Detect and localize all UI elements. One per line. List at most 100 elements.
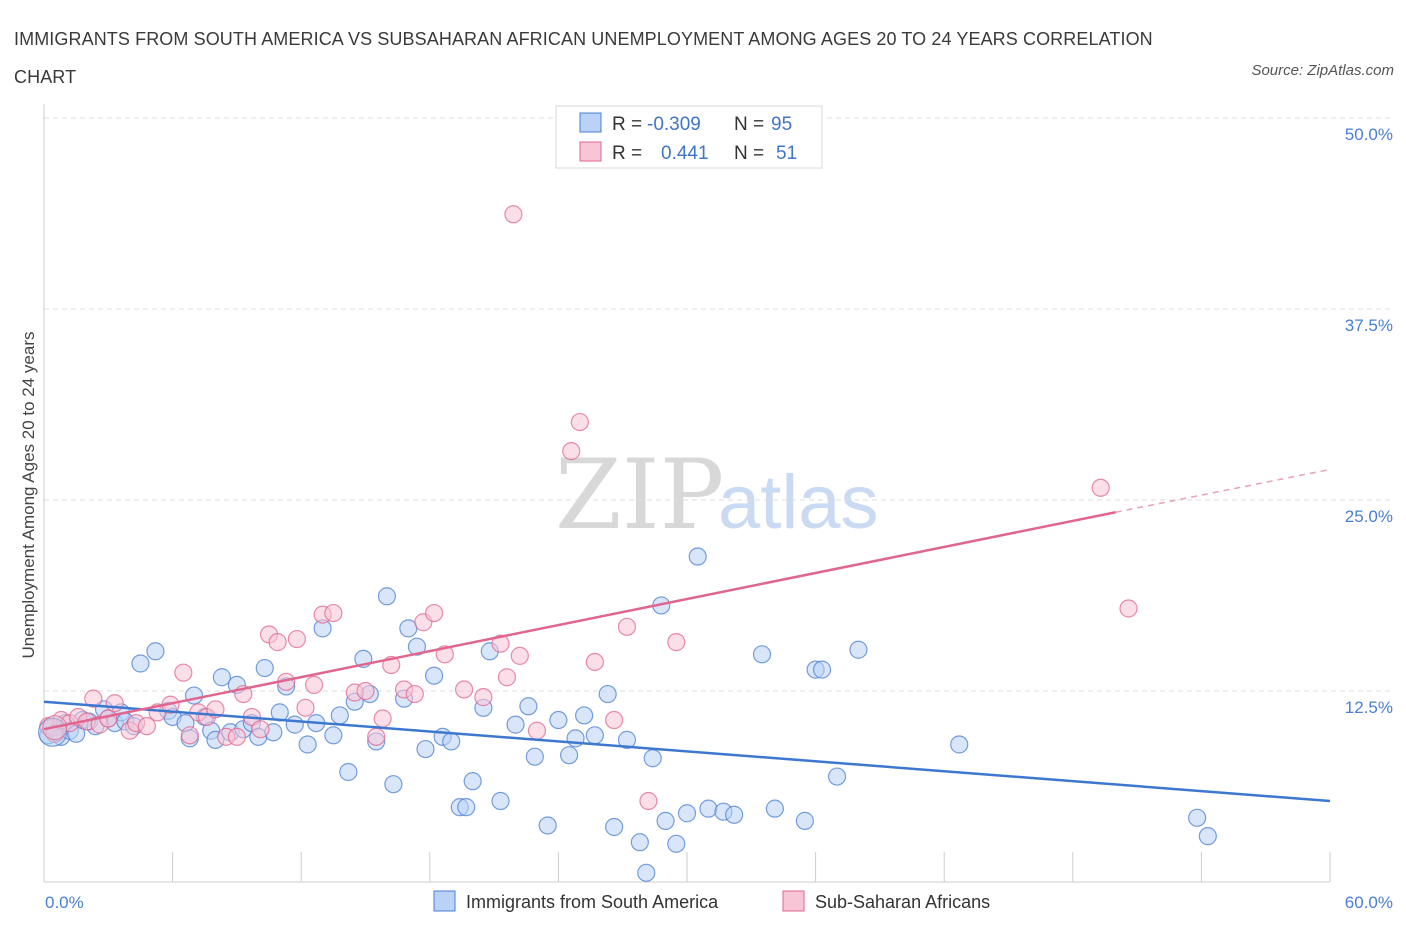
pink-point <box>562 442 581 461</box>
blue-point <box>765 799 784 818</box>
legend-blue-n-value: 95 <box>771 114 792 135</box>
blue-point <box>656 811 675 830</box>
pink-point <box>287 629 307 649</box>
pink-point <box>474 688 493 707</box>
legend-pink-n-value: 51 <box>776 143 797 164</box>
pink-point <box>424 603 444 623</box>
blue-point <box>598 684 617 704</box>
bottom-legend: Immigrants from South America Sub-Sahara… <box>433 890 990 912</box>
axis-layer: 12.5% 25.0% 37.5% 50.0% 0.0% 60.0% <box>43 104 1393 912</box>
pink-point <box>405 684 424 704</box>
y-tick-label: 12.5% <box>1345 698 1393 717</box>
pink-point <box>639 791 658 811</box>
pink-point <box>356 681 375 701</box>
blue-point <box>617 730 637 749</box>
blue-point <box>184 686 204 705</box>
blue-point <box>795 811 814 830</box>
blue-point <box>491 791 510 811</box>
pink-point <box>605 710 624 730</box>
pink-point <box>373 709 392 728</box>
blue-point <box>1198 827 1217 846</box>
blue-point <box>605 817 624 837</box>
pink-point <box>367 727 386 746</box>
blue-point <box>849 640 868 659</box>
legend-blue-r-value: -0.309 <box>647 114 701 135</box>
legend-swatch-pink <box>579 141 602 162</box>
blue-point <box>1188 808 1207 827</box>
chart-title: IMMIGRANTS FROM SOUTH AMERICA VS SUBSAHA… <box>14 29 1153 87</box>
x-tick-label: 0.0% <box>45 893 84 912</box>
blue-point <box>637 863 656 882</box>
watermark-zip: ZIP <box>555 439 724 551</box>
pink-point <box>304 675 324 694</box>
blue-point <box>416 739 435 759</box>
pink-point <box>324 603 343 623</box>
blue-point <box>677 804 697 823</box>
grid-layer <box>44 117 1394 692</box>
pink-point <box>1091 478 1110 497</box>
blue-point <box>688 547 707 566</box>
y-tick-label: 50.0% <box>1345 125 1393 144</box>
blue-point <box>339 762 358 782</box>
pink-trend-line <box>43 510 1116 731</box>
pink-point <box>617 617 637 636</box>
pink-point <box>570 412 589 432</box>
pink-point <box>491 634 510 653</box>
bottom-legend-swatch-pink <box>782 890 805 912</box>
blue-point <box>463 772 482 791</box>
blue-trend-line <box>43 700 1331 803</box>
blue-point <box>667 834 686 853</box>
blue-point <box>324 726 343 745</box>
pink-point <box>504 205 523 224</box>
pink-point <box>497 668 517 687</box>
bottom-legend-swatch-blue <box>433 890 456 912</box>
pink-point <box>137 717 156 736</box>
blue-point <box>457 798 476 817</box>
blue-point <box>298 735 317 754</box>
blue-point <box>255 658 274 678</box>
top-legend: R = -0.309 N = 95 R = 0.441 N = 51 <box>555 105 823 169</box>
blue-point <box>538 816 557 835</box>
legend-swatch-blue <box>579 112 602 133</box>
blue-point <box>699 799 718 818</box>
pink-point <box>454 680 474 699</box>
y-tick-label: 25.0% <box>1345 507 1393 526</box>
pink-point <box>527 721 547 740</box>
legend-pink-r-value: 0.441 <box>661 143 709 164</box>
pink-point <box>105 694 124 713</box>
blue-point <box>424 666 444 685</box>
pink-point <box>251 720 270 739</box>
bottom-legend-label-pink: Sub-Saharan Africans <box>815 892 990 912</box>
blue-point <box>212 668 231 687</box>
blue-point <box>525 747 544 766</box>
pink-point <box>296 698 315 717</box>
blue-point <box>575 706 594 725</box>
blue-point <box>330 706 349 725</box>
chart-source: Source: ZipAtlas.com <box>1251 62 1394 79</box>
pink-point <box>227 727 246 746</box>
pink-point <box>1119 599 1138 618</box>
pink-point <box>510 646 529 665</box>
legend-blue-r-label: R = <box>612 114 642 135</box>
blue-point <box>725 805 744 824</box>
blue-point <box>384 775 403 794</box>
legend-pink-n-label: N = <box>734 143 764 164</box>
legend-blue-n-label: N = <box>734 114 764 135</box>
pink-point <box>585 652 604 672</box>
blue-point <box>812 660 832 679</box>
blue-point <box>377 587 397 606</box>
y-axis-label: Unemployment Among Ages 20 to 24 years <box>19 332 38 659</box>
blue-point <box>630 833 649 852</box>
pink-point <box>84 689 103 708</box>
blue-point <box>146 642 165 661</box>
pink-point <box>180 726 199 745</box>
x-tick-label: 60.0% <box>1345 893 1393 912</box>
pink-point <box>667 633 686 652</box>
blue-point <box>407 637 427 656</box>
blue-point <box>549 710 568 730</box>
blue-point <box>131 654 150 673</box>
blue-point <box>585 726 604 745</box>
blue-point <box>752 645 772 664</box>
pink-point <box>268 633 287 652</box>
